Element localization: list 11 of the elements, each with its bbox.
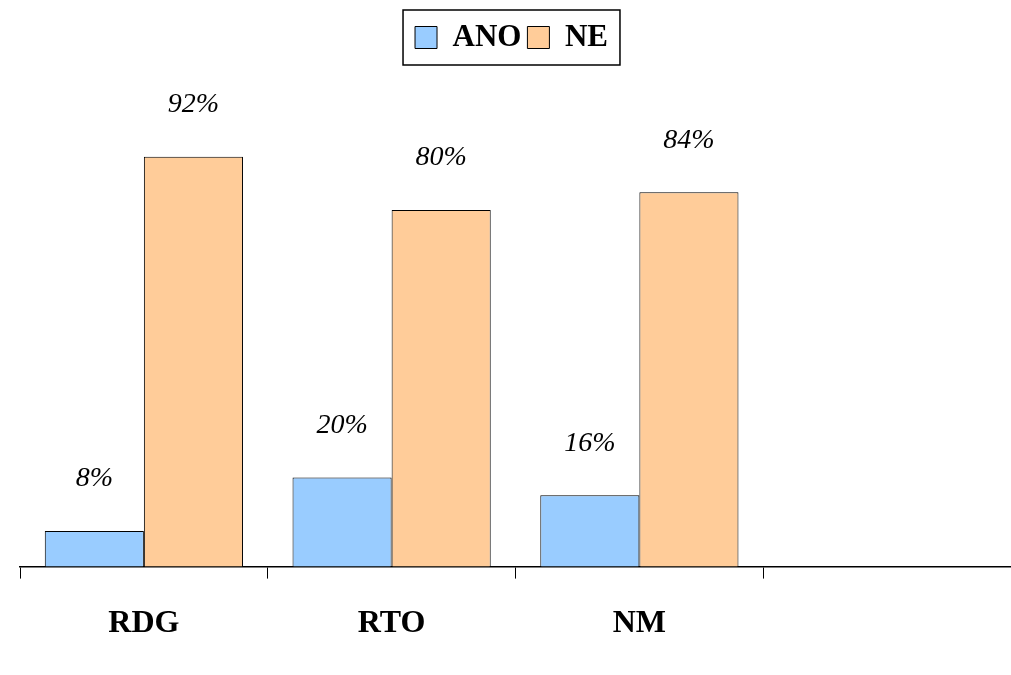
x-tick-label: NM: [612, 603, 667, 640]
legend-label: NE: [564, 17, 608, 53]
data-label: 84%: [663, 122, 715, 154]
data-label: 20%: [316, 407, 368, 439]
x-tick-label: RDG: [108, 603, 180, 640]
data-label: 8%: [75, 461, 113, 493]
legend-label: ANO: [452, 17, 522, 53]
data-label: 16%: [564, 425, 616, 457]
data-label: 92%: [167, 87, 220, 119]
x-tick-label: RTO: [357, 603, 426, 640]
data-label: 80%: [415, 140, 467, 172]
